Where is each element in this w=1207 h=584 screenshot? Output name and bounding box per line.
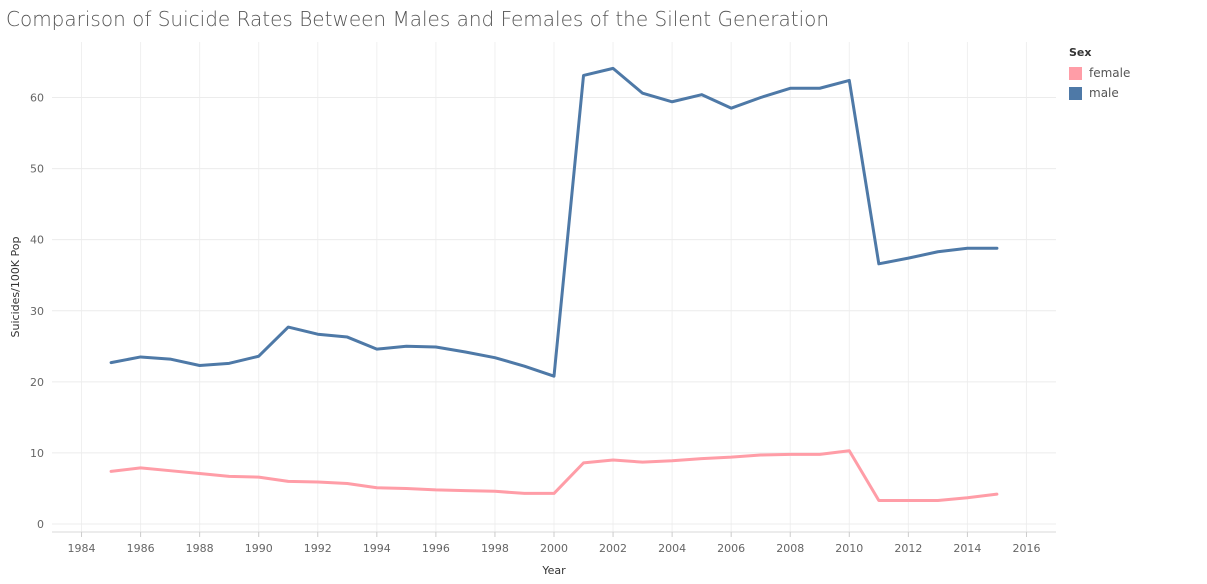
y-tick-label: 50 bbox=[30, 163, 44, 176]
legend-title: Sex bbox=[1069, 46, 1092, 59]
x-tick-label: 1988 bbox=[186, 542, 214, 555]
series-line-female[interactable] bbox=[109, 449, 999, 503]
x-tick-label: 2006 bbox=[717, 542, 745, 555]
grid bbox=[52, 42, 1056, 532]
x-tick-label: 1984 bbox=[68, 542, 96, 555]
series-line-male[interactable] bbox=[109, 66, 999, 378]
x-tick-label: 2016 bbox=[1012, 542, 1040, 555]
legend: Sex female male bbox=[1069, 46, 1130, 103]
x-tick-label: 2014 bbox=[953, 542, 981, 555]
legend-item-female[interactable]: female bbox=[1069, 63, 1130, 83]
y-tick-label: 40 bbox=[30, 234, 44, 247]
x-tick-label: 1998 bbox=[481, 542, 509, 555]
series-group bbox=[109, 66, 999, 503]
x-tick-label: 1990 bbox=[245, 542, 273, 555]
x-tick-label: 1992 bbox=[304, 542, 332, 555]
legend-swatch-male bbox=[1069, 86, 1082, 100]
x-tick-label: 2010 bbox=[835, 542, 863, 555]
y-tick-label: 10 bbox=[30, 447, 44, 460]
legend-label-female: female bbox=[1089, 66, 1131, 80]
legend-item-male[interactable]: male bbox=[1069, 83, 1130, 103]
x-tick-label: 2002 bbox=[599, 542, 627, 555]
x-tick-label: 2012 bbox=[894, 542, 922, 555]
legend-swatch-female bbox=[1069, 66, 1082, 80]
x-axis-label: Year bbox=[541, 564, 566, 577]
axes: 1984 1986 1988 1990 1992 1994 1996 1998 2000 2002… bbox=[30, 92, 1056, 555]
legend-label-male: male bbox=[1089, 86, 1119, 100]
y-tick-label: 30 bbox=[30, 305, 44, 318]
y-tick-label: 20 bbox=[30, 376, 44, 389]
y-tick-label: 0 bbox=[37, 518, 44, 531]
x-tick-label: 1986 bbox=[127, 542, 155, 555]
x-tick-label: 1996 bbox=[422, 542, 450, 555]
x-tick-label: 1994 bbox=[363, 542, 391, 555]
x-tick-label: 2008 bbox=[776, 542, 804, 555]
x-tick-label: 2004 bbox=[658, 542, 686, 555]
y-tick-label: 60 bbox=[30, 92, 44, 105]
y-axis-label: Suicides/100K Pop bbox=[9, 237, 22, 338]
x-tick-label: 2000 bbox=[540, 542, 568, 555]
chart-title: Comparison of Suicide Rates Between Male… bbox=[6, 7, 830, 31]
